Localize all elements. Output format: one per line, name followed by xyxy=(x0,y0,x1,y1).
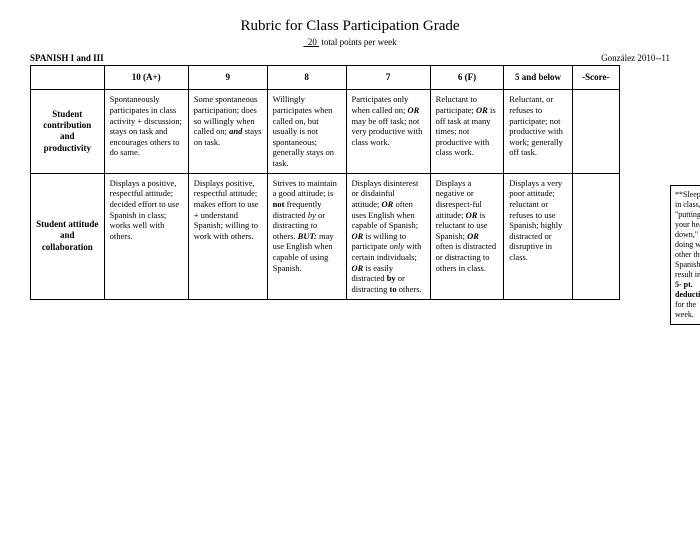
r2c8: Strives to maintain a good attitude; is … xyxy=(267,173,346,299)
r2c6: Displays a negative or disrespect-ful at… xyxy=(430,173,504,299)
r1c9: Some spontaneous participation; does so … xyxy=(188,90,267,173)
row-attitude: Student attitude and collaboration Displ… xyxy=(31,173,620,299)
r1c5: Reluctant, or refuses to participate; no… xyxy=(504,90,572,173)
author-label: González 2010--11 xyxy=(601,53,670,63)
class-label: SPANISH I and III xyxy=(30,53,104,63)
row-contribution: Student contribution and productivity Sp… xyxy=(31,90,620,173)
col-6: 6 (F) xyxy=(430,66,504,90)
r1c7: Participates only when called on; OR may… xyxy=(346,90,430,173)
r2c10: Displays a positive, respectful attitude… xyxy=(104,173,188,299)
points-suffix: total points per week xyxy=(319,37,396,47)
top-meta-line: SPANISH I and III González 2010--11 xyxy=(30,53,670,63)
points-line: 20 total points per week xyxy=(30,37,670,47)
col-9: 9 xyxy=(188,66,267,90)
header-row: 10 (A+) 9 8 7 6 (F) 5 and below -Score- xyxy=(31,66,620,90)
page-title: Rubric for Class Participation Grade xyxy=(30,18,670,35)
r1c8: Willingly participates when called on, b… xyxy=(267,90,346,173)
r2c9: Displays positive, respectful attitude; … xyxy=(188,173,267,299)
col-8: 8 xyxy=(267,66,346,90)
r1score xyxy=(572,90,619,173)
row1-label: Student contribution and productivity xyxy=(31,90,105,173)
rubric-table: 10 (A+) 9 8 7 6 (F) 5 and below -Score- … xyxy=(30,65,620,300)
points-value: 20 xyxy=(303,37,319,47)
col-7: 7 xyxy=(346,66,430,90)
col-blank xyxy=(31,66,105,90)
col-score: -Score- xyxy=(572,66,619,90)
r1c6: Reluctant to participate; OR is off task… xyxy=(430,90,504,173)
table-wrapper: 10 (A+) 9 8 7 6 (F) 5 and below -Score- … xyxy=(30,65,670,300)
col-10: 10 (A+) xyxy=(104,66,188,90)
r1c10: Spontaneously participates in class acti… xyxy=(104,90,188,173)
deduction-note: **Sleeping in class, "putting your head … xyxy=(670,185,700,325)
r2c5: Displays a very poor attitude; reluctant… xyxy=(504,173,572,299)
row2-label: Student attitude and collaboration xyxy=(31,173,105,299)
col-5: 5 and below xyxy=(504,66,572,90)
r2score xyxy=(572,173,619,299)
r2c7: Displays disinterest or disdainful attit… xyxy=(346,173,430,299)
